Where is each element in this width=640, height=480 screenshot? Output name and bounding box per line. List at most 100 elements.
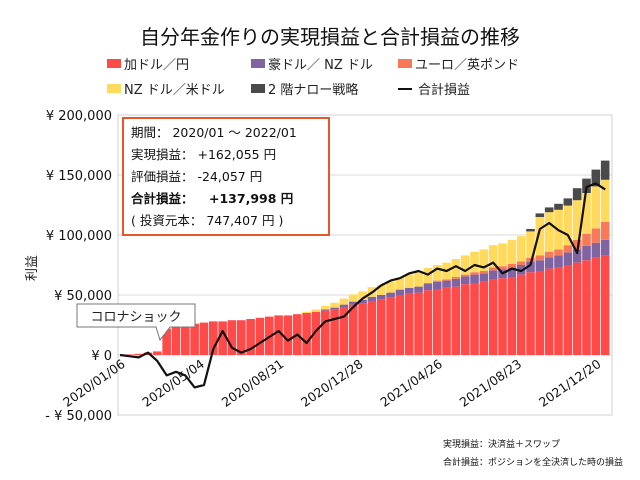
bar-segment (451, 277, 461, 279)
x-tick-label: 2021/12/20 (536, 356, 604, 410)
total-pnl-line (119, 182, 606, 389)
bar-segment (395, 277, 405, 290)
bar-segment (330, 302, 339, 308)
bar-segment (498, 278, 507, 355)
info-total-value: +137,998 円 (209, 191, 293, 206)
bar-segment (591, 169, 601, 187)
chart-title: 自分年金作りの実現損益と合計損益の推移 (140, 25, 520, 49)
bar-segment (358, 303, 367, 355)
bar-segment (600, 221, 610, 240)
bar-segment (395, 289, 405, 295)
bar-segment (535, 271, 545, 355)
info-realized: 実現損益： +162,055 円 (131, 147, 276, 162)
legend-item-cad-jpy: 加ドル／円 (107, 58, 189, 73)
bar-segment (423, 283, 433, 284)
bar-segment (516, 274, 526, 355)
bar-segment (582, 245, 591, 261)
info-unrealized: 評価損益： -24,057 円 (131, 169, 262, 184)
legend-item-aud-nzd: 豪ドル／ NZ ドル (251, 57, 373, 73)
info-principal: ( 投資元本： 747,407 円 ) (131, 213, 283, 228)
bar-segment (386, 281, 395, 293)
bar-segment (386, 297, 395, 355)
bar-segment (386, 292, 395, 298)
bar-segment (535, 213, 545, 217)
bar-segment (554, 255, 563, 268)
bar-segment (320, 305, 330, 310)
bar-segment (591, 186, 601, 229)
bar-segment (414, 272, 423, 287)
bar-segment (516, 261, 526, 265)
info-period: 期間： 2020/01 ～ 2022/01 (131, 125, 297, 140)
bar-segment (460, 284, 470, 355)
bar-segment (209, 321, 218, 355)
bar-segment (526, 231, 535, 258)
legend-item-eur-gbp: ユーロ／英ポンド (398, 58, 519, 73)
bar-segment (563, 245, 573, 253)
bar-segment (470, 251, 479, 273)
bar-segment (470, 283, 479, 355)
bar-segment (488, 279, 498, 355)
legend-label: ユーロ／英ポンド (415, 58, 519, 73)
bar-segment (488, 267, 498, 271)
bar-segment (432, 281, 442, 289)
bar-segment (348, 294, 358, 302)
bar-segment (432, 289, 442, 355)
bar-segment (470, 272, 479, 275)
bar-segment (507, 263, 517, 268)
bar-segment (395, 295, 405, 355)
bar-segment (526, 262, 535, 273)
bar-segment (535, 260, 545, 271)
bar-segment (572, 239, 582, 250)
y-tick-label: - ¥ 50,000 (45, 409, 112, 424)
note-realized: 実現損益：決済益＋スワップ (443, 438, 560, 450)
x-tick-label: 2020/12/28 (298, 356, 366, 410)
bar-segment (526, 229, 535, 232)
bar-segment (554, 203, 563, 210)
bar-segment (376, 295, 386, 300)
bar-segment (479, 273, 489, 282)
bar-segment (246, 319, 255, 355)
bar-segment (479, 281, 489, 355)
bar-segment (330, 309, 339, 355)
legend-label: 加ドル／円 (124, 58, 189, 73)
bar-segment (488, 245, 498, 268)
bar-segment (544, 257, 554, 269)
bar-segment (600, 179, 610, 222)
y-tick-label: ¥ 150,000 (46, 169, 112, 184)
bar-segment (404, 293, 414, 355)
y-tick-label: ¥ 0 (91, 349, 112, 364)
bar-segment (554, 267, 563, 355)
bar-segment (302, 311, 311, 313)
x-tick-label: 2020/05/04 (139, 356, 207, 410)
bar-segment (600, 239, 610, 256)
bar-segment (507, 239, 517, 264)
bar-segment (460, 274, 470, 277)
bar-segment (171, 326, 181, 355)
bar-segment (554, 249, 563, 256)
bar-segment (404, 287, 414, 294)
info-box: 期間： 2020/01 ～ 2022/01 実現損益： +162,055 円 評… (122, 117, 330, 236)
bar-segment (591, 242, 601, 258)
x-axis-ticks: 2020/01/06 2020/05/04 2020/08/31 2020/12/28… (60, 356, 603, 410)
bar-segment (348, 304, 358, 355)
bar-segment (134, 353, 143, 355)
bar-segment (460, 276, 470, 285)
bar-segment (470, 274, 479, 283)
bar-segment (181, 325, 190, 355)
y-tick-label: ¥ 100,000 (46, 229, 112, 244)
bar-segment (451, 259, 461, 277)
bar-segment (442, 287, 451, 355)
bar-segment (442, 279, 451, 281)
bar-segment (600, 255, 610, 355)
bar-segment (330, 307, 339, 310)
bar-segment (516, 236, 526, 262)
bar-segment (376, 299, 386, 355)
bar-segment (488, 270, 498, 280)
x-tick-label: 2020/08/31 (219, 356, 287, 410)
bar-segment (376, 284, 386, 295)
bar-segment (320, 310, 330, 355)
note-total: 合計損益：ポジションを全決済した時の損益 (443, 456, 623, 468)
bar-segment (125, 354, 134, 355)
bar-segment (283, 315, 293, 355)
